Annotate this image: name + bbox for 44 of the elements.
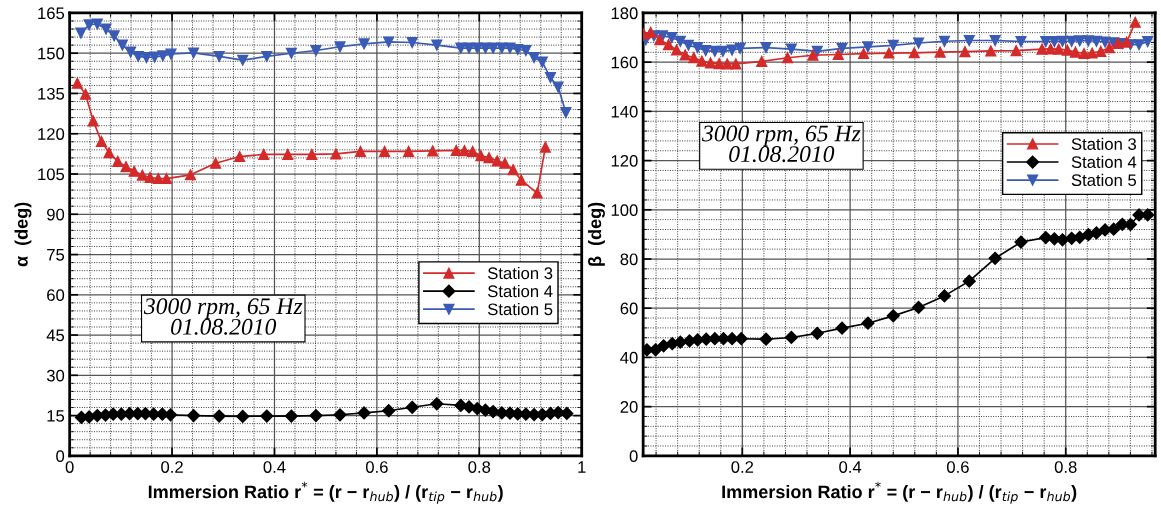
x-tick-label: 0.4 [263, 461, 286, 473]
y-tick-label: 105 [38, 168, 65, 181]
annotation: 3000 rpm, 65 Hz 01.08.2010 [143, 298, 303, 335]
y-tick-label: 140 [611, 105, 638, 118]
y-tick-label: 75 [47, 249, 65, 261]
y-tick-label: 15 [47, 410, 65, 422]
x-tick-label: 0 [65, 461, 74, 473]
x-tick-label: 0.8 [468, 461, 491, 473]
y-tick-label: 60 [620, 302, 638, 315]
y-tick-label: 80 [620, 253, 638, 266]
x-tick-label: 1 [578, 461, 586, 473]
y-tick-label: 40 [620, 351, 638, 364]
x-tick-label: 0.6 [365, 461, 388, 473]
y-tick-label: 45 [46, 329, 65, 342]
y-axis-title: α (deg) [14, 202, 32, 267]
x-tick-label: 0.8 [1054, 461, 1077, 473]
y-tick-label: 30 [46, 369, 65, 382]
y-axis-title: β (deg) [588, 202, 605, 266]
x-tick-label: 0.6 [946, 461, 969, 473]
y-tick-label: 0 [56, 450, 65, 463]
y-tick-label: 135 [38, 87, 65, 100]
text: Immersion Ratio r$^{*}$ = (r − r$_{hub}$) / (r$_{tip}$ − r$_{hub}$) [722, 481, 1077, 504]
legend-label: Station 3 [487, 266, 553, 280]
legend-label: Station 4 [1071, 155, 1137, 169]
y-tick-label: 165 [38, 7, 65, 20]
y-tick-label: 120 [611, 154, 638, 167]
y-tick-label: 60 [47, 289, 65, 301]
y-tick-label: 90 [47, 208, 65, 221]
legend-label: Station 5 [487, 302, 553, 316]
legend-label: Station 4 [487, 284, 553, 298]
annotation: 3000 rpm, 65 Hz 01.08.2010 [702, 125, 861, 163]
legend-label: Station 5 [1071, 173, 1137, 187]
x-tick-label: 0.4 [839, 461, 862, 473]
legend-label: Station 3 [1071, 137, 1137, 150]
y-tick-label: 180 [611, 7, 638, 20]
y-tick-label: 0 [629, 450, 638, 463]
x-tick-label: 0.2 [161, 461, 183, 473]
text: Immersion Ratio r$^{*}$ = (r − r$_{hub}$) / (r$_{tip}$ − r$_{hub}$) [148, 481, 503, 504]
y-tick-label: 160 [611, 56, 638, 69]
y-tick-label: 20 [620, 401, 638, 413]
y-tick-label: 150 [38, 47, 65, 60]
x-tick-label: 0.2 [731, 461, 754, 473]
y-tick-label: 120 [38, 128, 65, 140]
y-tick-label: 100 [611, 204, 638, 216]
